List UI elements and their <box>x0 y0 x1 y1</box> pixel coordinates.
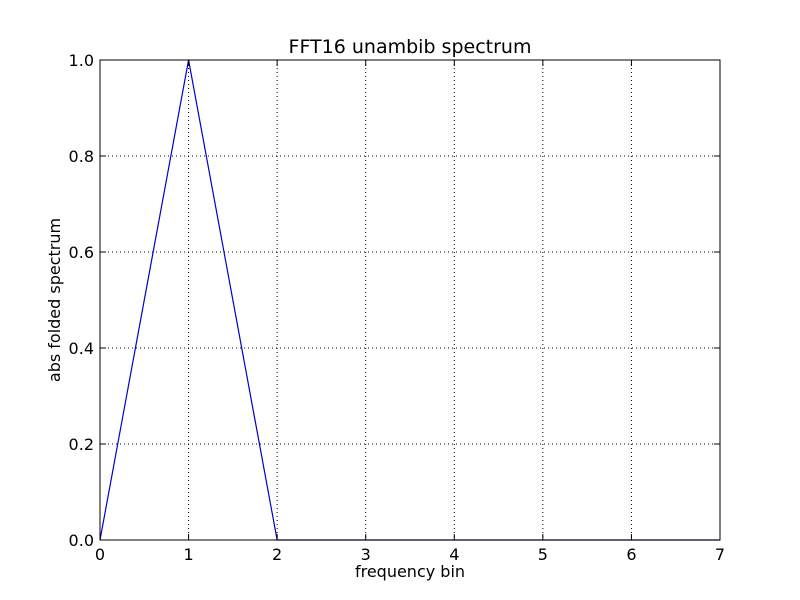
y-tick-labels: 0.0 0.2 0.4 0.6 0.8 1.0 <box>69 51 94 550</box>
plot-background <box>100 60 720 540</box>
tick-marks <box>99 59 721 541</box>
x-tick-label: 0 <box>95 545 105 564</box>
x-tick-label: 3 <box>361 545 371 564</box>
y-axis-label: abs folded spectrum <box>45 218 64 382</box>
x-tick-label: 4 <box>449 545 459 564</box>
grid-lines <box>100 60 720 540</box>
plot-area <box>99 59 721 541</box>
x-tick-label: 2 <box>272 545 282 564</box>
x-tick-label: 6 <box>626 545 636 564</box>
y-tick-label: 0.0 <box>69 531 94 550</box>
x-tick-label: 7 <box>715 545 725 564</box>
x-tick-label: 1 <box>183 545 193 564</box>
y-tick-label: 0.2 <box>69 435 94 454</box>
y-tick-label: 0.8 <box>69 147 94 166</box>
chart-title: FFT16 unambib spectrum <box>289 36 532 58</box>
plot-frame <box>99 59 721 541</box>
x-axis-label: frequency bin <box>355 562 465 581</box>
y-tick-label: 0.6 <box>69 243 94 262</box>
x-tick-label: 5 <box>538 545 548 564</box>
y-tick-label: 1.0 <box>69 51 94 70</box>
y-tick-label: 0.4 <box>69 339 94 358</box>
x-tick-labels: 0 1 2 3 4 5 6 7 <box>95 545 725 564</box>
